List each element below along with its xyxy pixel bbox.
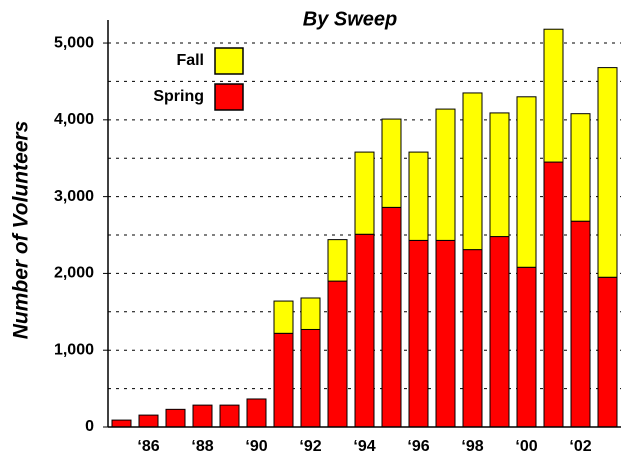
x-tick-label: ‘88 <box>191 438 213 455</box>
bar-segment <box>246 398 267 428</box>
y-tick-label: 3,000 <box>54 188 94 205</box>
bar-segment <box>327 239 348 282</box>
bar-segment <box>462 92 483 251</box>
bar-segment <box>138 414 159 428</box>
y-tick-label: 2,000 <box>54 265 94 282</box>
bar-segment <box>570 113 591 222</box>
chart-title: By Sweep <box>303 8 397 30</box>
bar-segment <box>570 220 591 428</box>
bar-segment <box>300 297 321 330</box>
bar-segment <box>111 419 132 428</box>
x-tick-label: ‘94 <box>353 438 375 455</box>
bar-segment <box>516 266 537 428</box>
bar-segment <box>192 404 213 428</box>
bar-segment <box>462 249 483 428</box>
bar-segment <box>354 233 375 428</box>
bar-segment <box>354 151 375 235</box>
legend-label: Spring <box>153 88 204 105</box>
x-tick-label: ‘00 <box>515 438 537 455</box>
x-tick-label: ‘02 <box>569 438 591 455</box>
bar-segment <box>489 112 510 238</box>
bar-segment <box>435 239 456 428</box>
bar-segment <box>543 161 564 428</box>
legend-swatch <box>214 47 244 75</box>
bar-segment <box>543 28 564 163</box>
y-tick-label: 5,000 <box>54 34 94 51</box>
bar-segment <box>408 151 429 241</box>
bar-segment <box>273 300 294 334</box>
bar-segment <box>327 280 348 428</box>
bar-segment <box>435 108 456 241</box>
bar-segment <box>219 404 240 428</box>
bar-segment <box>489 236 510 428</box>
legend-swatch <box>214 83 244 111</box>
x-tick-label: ‘98 <box>461 438 483 455</box>
bar-segment <box>408 239 429 428</box>
x-tick-label: ‘96 <box>407 438 429 455</box>
bar-segment <box>597 67 618 278</box>
x-tick-label: ‘90 <box>245 438 267 455</box>
y-tick-label: 1,000 <box>54 341 94 358</box>
bar-segment <box>300 328 321 428</box>
y-axis-label: Number of Volunteers <box>10 121 33 340</box>
y-tick-label: 0 <box>85 418 94 435</box>
bar-segment <box>381 118 402 208</box>
bar-segment <box>597 276 618 428</box>
bar-segment <box>381 206 402 428</box>
x-tick-label: ‘92 <box>299 438 321 455</box>
bar-segment <box>273 332 294 428</box>
bar-segment <box>165 408 186 428</box>
legend-label: Fall <box>176 52 204 69</box>
x-tick-label: ‘86 <box>137 438 159 455</box>
y-tick-label: 4,000 <box>54 111 94 128</box>
bar-segment <box>516 96 537 268</box>
